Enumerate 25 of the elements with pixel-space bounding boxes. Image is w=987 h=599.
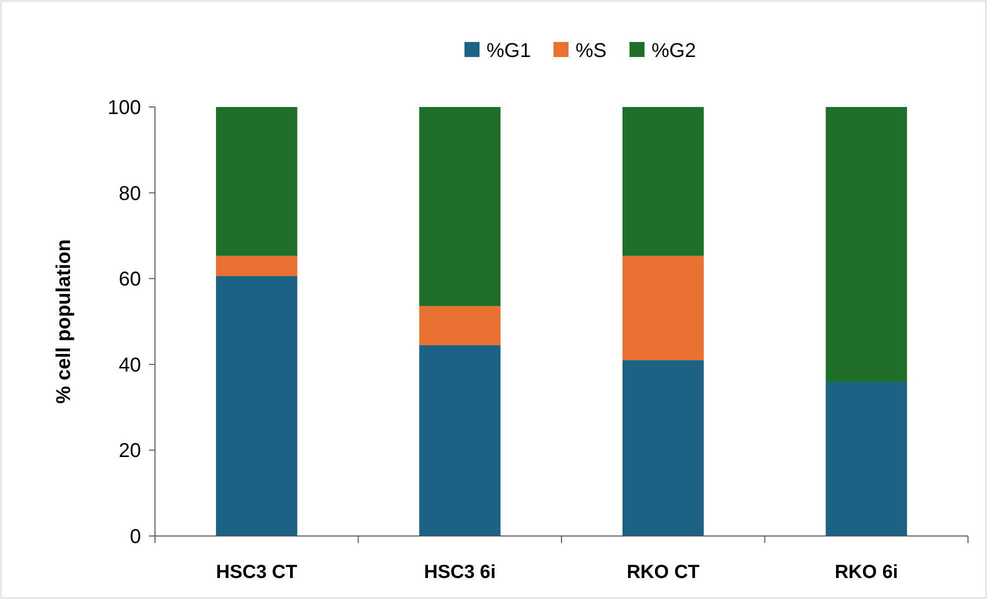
bar xyxy=(419,345,501,536)
x-tick-label: RKO CT xyxy=(626,562,700,583)
bar xyxy=(622,107,704,256)
bar xyxy=(826,107,908,382)
y-tick-label: 20 xyxy=(118,440,141,462)
bar xyxy=(216,107,298,256)
bar xyxy=(419,306,501,346)
bar xyxy=(216,256,298,276)
bar xyxy=(419,107,501,306)
y-tick-label: 100 xyxy=(108,97,141,119)
x-tick-label: HSC3 CT xyxy=(216,562,298,583)
y-tick-label: 60 xyxy=(118,268,141,291)
x-tick-label: HSC3 6i xyxy=(424,562,496,583)
y-axis-title: % cell population xyxy=(53,239,75,404)
bar xyxy=(826,382,908,536)
bar xyxy=(216,276,298,536)
legend-label: %G2 xyxy=(652,40,696,62)
legend-label: %S xyxy=(576,40,607,62)
y-tick-label: 80 xyxy=(118,182,141,205)
bar xyxy=(622,256,704,360)
y-tick-label: 0 xyxy=(130,526,141,548)
x-tick-label: RKO 6i xyxy=(834,562,898,583)
bar xyxy=(622,360,704,536)
legend-label: %G1 xyxy=(486,40,531,62)
y-tick-label: 40 xyxy=(118,354,141,376)
